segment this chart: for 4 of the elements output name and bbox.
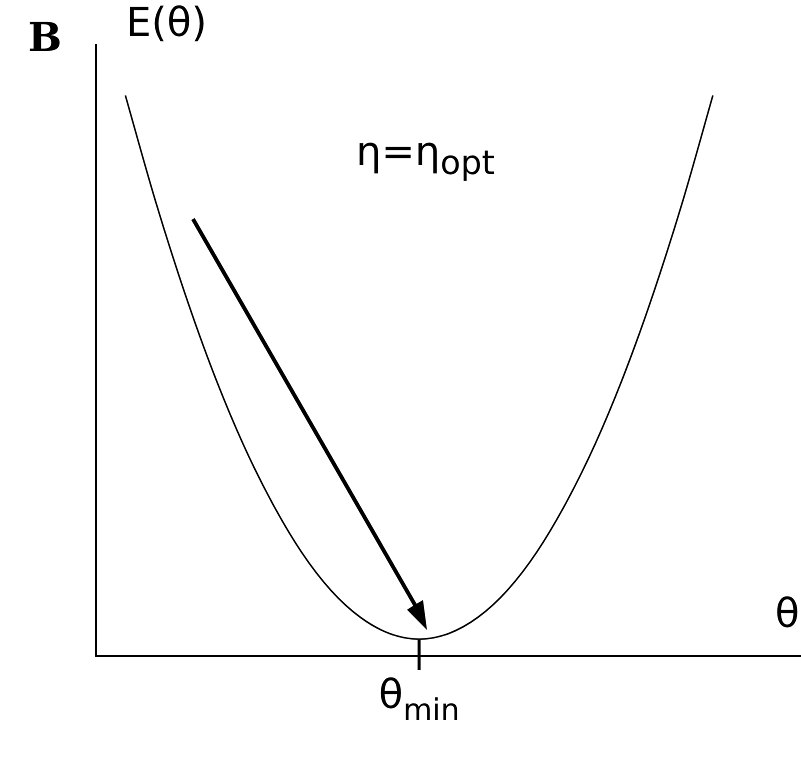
text: B [28,14,62,61]
annotation: η=η$_{opt}$ [356,129,495,182]
y-axis-title: E(θ) [126,0,207,46]
x-axis-title: θ [775,591,800,637]
